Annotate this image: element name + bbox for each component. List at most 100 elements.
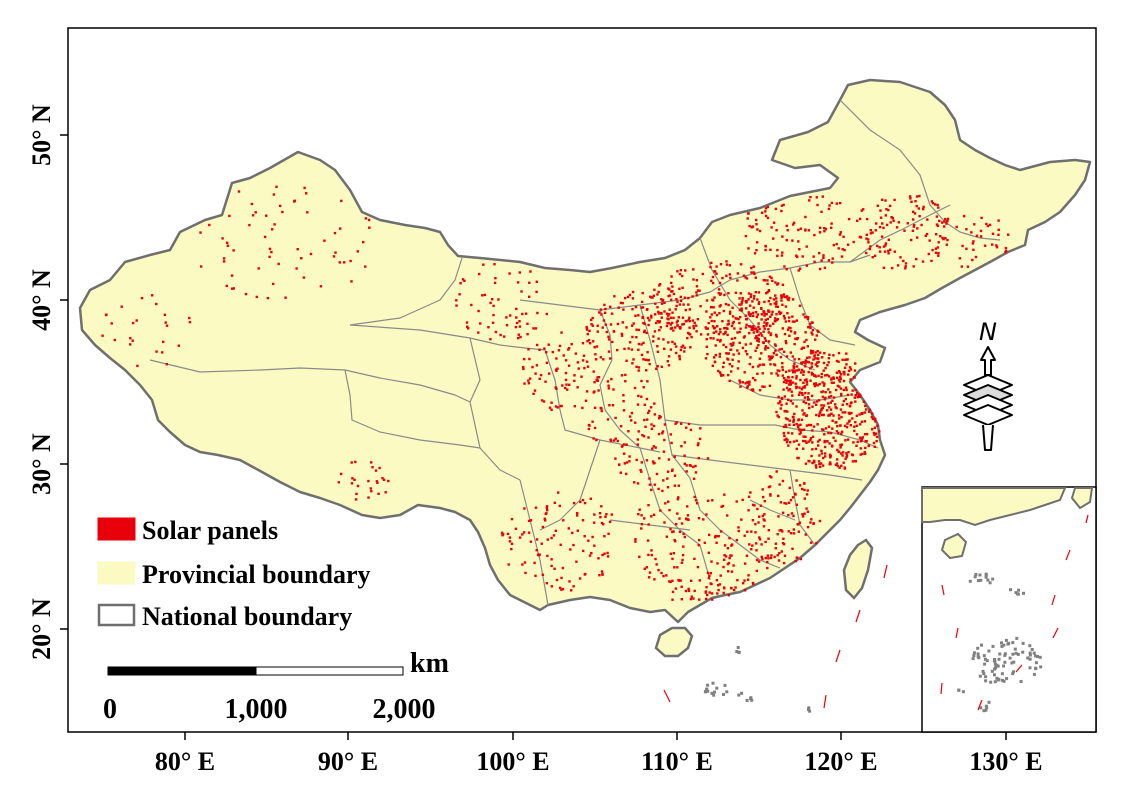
solar-panel-point <box>995 244 998 247</box>
solar-panel-point <box>711 275 715 279</box>
island-dot <box>1034 654 1037 658</box>
solar-panel-point <box>683 441 686 444</box>
solar-panel-point <box>882 266 886 269</box>
island-dot <box>968 579 972 583</box>
solar-panel-point <box>831 419 834 422</box>
solar-panel-point <box>786 297 789 301</box>
solar-panel-point <box>641 300 644 304</box>
solar-panel-point <box>849 424 852 427</box>
solar-panel-point <box>860 437 864 441</box>
solar-panel-point <box>763 500 766 503</box>
solar-panel-point <box>884 214 887 217</box>
solar-panel-point <box>771 310 774 313</box>
solar-panel-point <box>864 440 867 443</box>
solar-panel-point <box>783 265 786 268</box>
solar-panel-point <box>725 263 729 266</box>
solar-panel-point <box>769 324 772 327</box>
solar-panel-point <box>750 328 753 331</box>
solar-panel-point <box>808 199 811 202</box>
island-dot <box>996 678 1000 682</box>
solar-panel-point <box>941 221 944 224</box>
solar-panel-point <box>811 461 814 465</box>
solar-panel-point <box>787 296 791 300</box>
solar-panel-point <box>599 308 603 311</box>
solar-panel-point <box>573 379 576 383</box>
solar-panel-point <box>717 535 720 538</box>
solar-panel-point <box>571 531 574 535</box>
solar-panel-point <box>136 364 139 368</box>
solar-panel-point <box>781 362 784 365</box>
solar-panel-point <box>723 293 726 297</box>
solar-panel-point <box>711 281 715 285</box>
solar-panel-point <box>250 202 254 206</box>
inset-frame <box>921 486 1097 733</box>
solar-panel-point <box>876 204 879 207</box>
solar-panel-point <box>795 337 798 341</box>
solar-panel-point <box>738 321 741 325</box>
solar-panel-point <box>653 413 656 416</box>
solar-panel-point <box>686 514 690 517</box>
solar-panel-point <box>728 312 732 315</box>
solar-panel-point <box>515 307 518 311</box>
solar-panel-point <box>741 381 744 384</box>
solar-panel-point <box>671 557 674 561</box>
solar-panel-point <box>748 383 751 386</box>
solar-panel-point <box>792 528 795 531</box>
solar-panel-point <box>690 595 693 598</box>
solar-panel-point <box>733 588 736 592</box>
solar-panel-point <box>704 357 708 360</box>
solar-panel-point <box>679 299 683 303</box>
solar-panel-point <box>226 244 230 247</box>
solar-panel-point <box>564 378 568 382</box>
solar-panel-point <box>653 402 656 405</box>
solar-panel-point <box>813 374 816 377</box>
solar-panel-point <box>816 350 819 353</box>
solar-panel-point <box>980 216 983 220</box>
solar-panel-point <box>586 365 590 368</box>
solar-panel-point <box>753 504 756 507</box>
solar-panel-point <box>820 259 823 262</box>
solar-panel-point <box>832 354 835 357</box>
solar-panel-point <box>665 312 669 315</box>
solar-panel-point <box>810 394 814 398</box>
solar-panel-point <box>861 436 864 439</box>
solar-panel-point <box>634 421 637 424</box>
solar-panel-point <box>787 431 790 435</box>
island-dot <box>715 686 719 690</box>
island-dot <box>993 680 997 684</box>
solar-panel-point <box>671 590 675 594</box>
solar-panel-point <box>713 269 716 273</box>
solar-panel-point <box>715 272 718 275</box>
solar-panel-point <box>719 331 722 334</box>
solar-panel-point <box>695 294 699 297</box>
solar-panel-point <box>795 319 798 322</box>
solar-panel-point <box>658 284 661 287</box>
solar-panel-point <box>775 335 778 338</box>
solar-panel-point <box>778 348 781 351</box>
solar-panel-point <box>163 313 167 316</box>
legend-label-national: National boundary <box>142 602 352 631</box>
solar-panel-point <box>785 381 788 384</box>
solar-panel-point <box>677 579 681 582</box>
solar-panel-point <box>795 405 798 408</box>
solar-panel-point <box>921 260 925 263</box>
solar-panel-point <box>835 371 839 374</box>
solar-panel-point <box>782 537 785 540</box>
solar-panel-point <box>722 309 725 313</box>
solar-panel-point <box>864 404 867 408</box>
solar-panel-point <box>826 409 829 412</box>
solar-panel-point <box>532 392 535 395</box>
solar-panel-point <box>829 401 832 404</box>
solar-panel-point <box>605 513 608 516</box>
solar-panel-point <box>455 304 458 307</box>
solar-panel-point <box>652 445 655 448</box>
solar-panel-point <box>717 369 720 373</box>
solar-panel-point <box>570 343 573 346</box>
solar-panel-point <box>781 365 784 369</box>
solar-panel-point <box>769 315 772 318</box>
solar-panel-point <box>672 316 675 320</box>
solar-panel-point <box>637 328 641 332</box>
solar-panel-point <box>855 424 859 427</box>
solar-panel-point <box>566 388 569 391</box>
solar-panel-point <box>702 518 705 521</box>
